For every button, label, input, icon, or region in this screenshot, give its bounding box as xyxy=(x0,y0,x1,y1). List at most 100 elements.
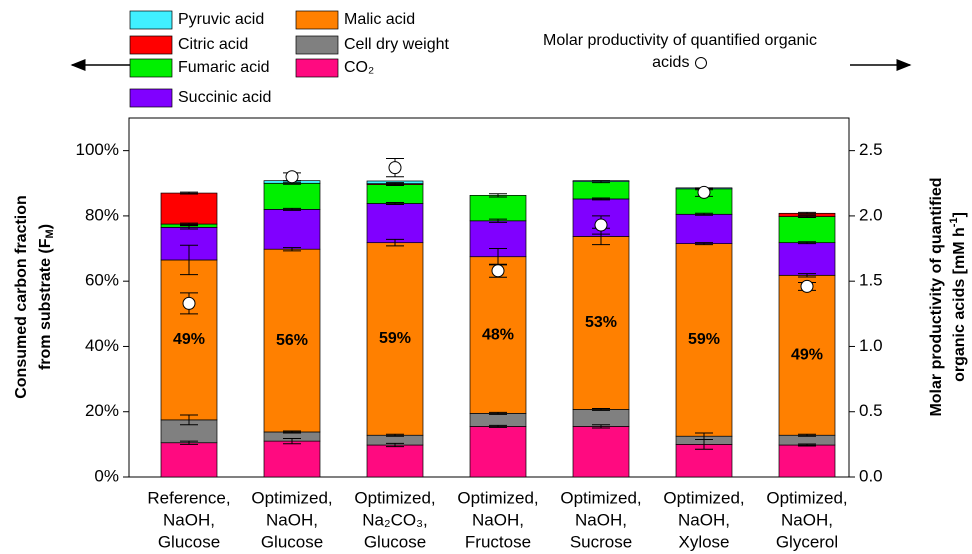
x-tick-label: Glucose xyxy=(364,532,426,551)
bar-segment xyxy=(572,236,630,410)
error-bar xyxy=(592,180,610,184)
y2-tick-label: 0.5 xyxy=(859,401,883,420)
y-axis-title: Consumed carbon fraction xyxy=(13,195,30,399)
value-label: 59% xyxy=(688,331,720,348)
legend-label: Fumaric acid xyxy=(178,59,270,76)
y-axis-title: from substrate (FM) xyxy=(37,224,56,370)
productivity-marker xyxy=(697,185,711,199)
x-tick-label: Fructose xyxy=(465,532,531,551)
productivity-marker xyxy=(285,170,299,184)
error-bar xyxy=(592,424,610,429)
bar-segment xyxy=(366,242,424,436)
value-label: 53% xyxy=(585,314,617,331)
y-tick-label: 80% xyxy=(85,205,119,224)
bar-segment xyxy=(160,442,218,478)
error-bar xyxy=(798,241,816,245)
bar-segment xyxy=(572,409,630,427)
value-label: 49% xyxy=(173,331,205,348)
bar-segment xyxy=(160,192,218,225)
bar-segment xyxy=(469,194,527,222)
x-tick-label: NaOH, xyxy=(266,510,318,529)
error-bar xyxy=(489,411,507,415)
x-tick-label: NaOH, xyxy=(163,510,215,529)
legend-label: Molar productivity of quantified organic… xyxy=(543,32,817,71)
productivity-marker xyxy=(594,218,608,232)
legend-label: Pyruvic acid xyxy=(178,11,264,28)
error-bar xyxy=(489,218,507,223)
bar-segment xyxy=(675,213,733,244)
bar-segment xyxy=(263,440,321,478)
bar-segment xyxy=(366,184,424,204)
value-label: 49% xyxy=(791,346,823,363)
error-bar xyxy=(592,407,610,411)
error-bar xyxy=(386,202,404,205)
y-tick-label: 60% xyxy=(85,271,119,290)
error-bar xyxy=(386,442,404,448)
legend-swatch xyxy=(295,35,339,55)
x-tick-label: Xylose xyxy=(678,532,729,551)
bar-segment xyxy=(263,248,321,433)
legend-swatch xyxy=(295,10,339,30)
y2-tick-label: 1.0 xyxy=(859,336,883,355)
x-tick-label: Glycerol xyxy=(776,532,838,551)
bar-segment xyxy=(160,259,218,421)
bar-segment xyxy=(366,444,424,478)
error-bar xyxy=(180,222,198,226)
error-bar xyxy=(798,273,816,278)
y-tick-label: 100% xyxy=(76,140,119,159)
bar-segment xyxy=(572,426,630,478)
error-bar xyxy=(695,242,713,246)
legend-swatch xyxy=(129,10,173,30)
x-tick-label: Optimized, xyxy=(663,488,744,507)
legend-swatch xyxy=(129,88,173,108)
bar-segment xyxy=(778,274,836,436)
error-bar xyxy=(695,212,713,216)
legend-swatch xyxy=(295,58,339,78)
legend-label: Malic acid xyxy=(344,11,415,28)
legend-marker xyxy=(694,56,707,69)
x-tick-label: Optimized, xyxy=(354,488,435,507)
error-bar xyxy=(798,433,816,437)
productivity-marker xyxy=(800,279,814,293)
error-bar xyxy=(386,433,404,437)
value-label: 48% xyxy=(482,326,514,343)
x-tick-label: Na₂CO₃, xyxy=(362,510,427,529)
error-bar xyxy=(386,238,404,247)
bar-segment xyxy=(469,426,527,478)
x-tick-label: Optimized, xyxy=(560,488,641,507)
x-tick-label: Optimized, xyxy=(251,488,332,507)
bar-segment xyxy=(366,203,424,244)
error-bar xyxy=(798,215,816,219)
x-tick-label: NaOH, xyxy=(575,510,627,529)
error-bar xyxy=(695,432,713,440)
error-bar xyxy=(180,191,198,195)
legend-label: Succinic acid xyxy=(178,89,271,106)
bar-segment xyxy=(263,182,321,210)
error-bar xyxy=(489,424,507,428)
error-bar xyxy=(283,437,301,445)
error-bar xyxy=(798,211,816,215)
legend-label: CO₂ xyxy=(344,59,374,76)
error-bar xyxy=(283,430,301,434)
bar-segment xyxy=(469,413,527,427)
y2-tick-label: 0.0 xyxy=(859,466,883,485)
productivity-marker xyxy=(388,161,402,175)
x-tick-label: NaOH, xyxy=(781,510,833,529)
x-tick-label: Optimized, xyxy=(766,488,847,507)
bar-segment xyxy=(263,209,321,250)
x-tick-label: Glucose xyxy=(158,532,220,551)
legend-label: Citric acid xyxy=(178,36,248,53)
error-bar xyxy=(592,197,610,201)
x-tick-label: Glucose xyxy=(261,532,323,551)
legend-label: Cell dry weight xyxy=(344,36,449,53)
bar-segment xyxy=(778,444,836,478)
x-tick-label: NaOH, xyxy=(472,510,524,529)
productivity-marker xyxy=(491,264,505,278)
error-bar xyxy=(180,225,198,230)
error-bar xyxy=(180,440,198,445)
x-tick-label: Sucrose xyxy=(570,532,632,551)
bar-segment xyxy=(778,242,836,276)
error-bar xyxy=(386,182,404,186)
